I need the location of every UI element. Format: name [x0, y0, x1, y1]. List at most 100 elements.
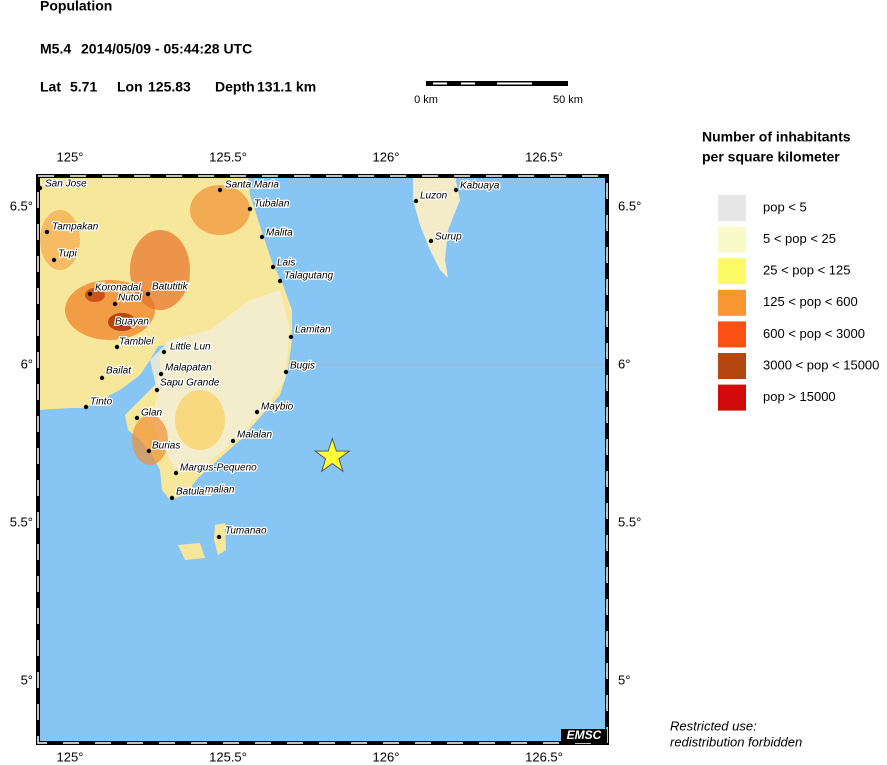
city-label: Lais	[277, 258, 295, 269]
city-dot	[51, 257, 57, 263]
scale-start: 0 km	[414, 94, 438, 106]
city-dot	[119, 321, 125, 327]
city-dot	[44, 229, 50, 235]
city-dot	[259, 234, 265, 240]
city-dot	[154, 387, 160, 393]
city-label: Batulaki	[176, 487, 212, 498]
city-label: Santa Maria	[225, 180, 279, 191]
city-dot	[217, 187, 223, 193]
title: Population	[40, 0, 112, 14]
epicenter	[313, 437, 351, 473]
city-dot	[428, 238, 434, 244]
city-label: Koronadal	[95, 283, 141, 294]
city-dot	[413, 198, 419, 204]
lon-tick-label: 125°	[57, 749, 84, 764]
datetime: 2014/05/09 - 05:44:28 UTC	[81, 41, 252, 57]
lat-tick-label: 5°	[21, 672, 33, 687]
lat-tick-label: 6.5°	[10, 198, 33, 213]
city-label: Surup	[435, 232, 462, 243]
scale-bar: 0 km 50 km	[414, 81, 583, 106]
map	[38, 176, 607, 743]
city-dot	[114, 344, 120, 350]
city-label: Batutitik	[152, 282, 189, 293]
lon-tick-label: 125.5°	[209, 749, 247, 764]
city-dot	[173, 470, 179, 476]
lon-tick-label: 126°	[373, 149, 400, 164]
city-dot	[161, 349, 167, 355]
city-dot	[87, 291, 93, 297]
city-label: Malita	[266, 228, 293, 239]
city-dot	[146, 448, 152, 454]
footer: redistribution forbidden	[670, 734, 802, 749]
city-label: San Jose	[45, 179, 87, 190]
city-label: Tumanao	[225, 526, 267, 537]
city-dot	[83, 404, 89, 410]
legend-swatch	[718, 353, 746, 379]
city-dot	[277, 278, 283, 284]
city-label: Sapu Grande	[160, 378, 220, 389]
city-dot	[254, 409, 260, 415]
legend-title: per square kilometer	[702, 149, 840, 165]
city-dot	[145, 291, 151, 297]
city-label: Glan	[141, 408, 163, 419]
city-label: Maybio	[261, 402, 294, 413]
city-label: Bailat	[106, 366, 132, 377]
lon-tick-label: 125.5°	[209, 149, 247, 164]
city-label: Nutol	[118, 293, 142, 304]
legend-label: pop < 5	[763, 199, 807, 214]
city-label: Kabuaya	[460, 181, 500, 192]
lat-tick-label: 6°	[618, 356, 630, 371]
depth-value: 131.1 km	[257, 79, 316, 95]
city-label: Tubalan	[254, 199, 290, 210]
legend-label: 5 < pop < 25	[763, 231, 836, 246]
lat-tick-label: 6°	[21, 356, 33, 371]
legend-swatch	[718, 289, 746, 316]
lat-tick-label: 5°	[618, 672, 630, 687]
legend-title: Number of inhabitants	[702, 129, 851, 145]
city-dot	[158, 371, 164, 377]
legend-label: pop > 15000	[763, 389, 836, 404]
logo-box	[561, 729, 607, 743]
legend-swatch	[718, 195, 746, 221]
city-label: Lamitan	[295, 325, 331, 336]
lat-tick-label: 6.5°	[618, 198, 641, 213]
city-label: Little Lun	[170, 342, 211, 353]
city-dot	[270, 264, 276, 270]
city-label: Malapatan	[165, 363, 212, 374]
lat-value: 5.71	[70, 79, 97, 95]
city-dot	[453, 187, 459, 193]
city-dot	[99, 375, 105, 381]
lat-tick-label: 5.5°	[618, 514, 641, 529]
map-frame-dash	[37, 175, 608, 744]
city-label: Talagutang	[284, 271, 334, 282]
city-label: Luzon	[420, 191, 448, 202]
city-dot	[134, 415, 140, 421]
city-label: Malalan	[237, 430, 272, 441]
city-label: Buayan	[115, 317, 149, 328]
legend-label: 600 < pop < 3000	[763, 326, 865, 341]
city-dot	[112, 301, 118, 307]
legend-label: 125 < pop < 600	[763, 294, 858, 309]
legend-swatch	[718, 384, 746, 411]
legend-swatch	[718, 226, 746, 253]
city-dot	[288, 334, 294, 340]
city-dot	[169, 495, 175, 501]
lon-tick-label: 126°	[373, 749, 400, 764]
lon-tick-label: 126.5°	[525, 149, 563, 164]
magnitude: M5.4	[40, 41, 71, 57]
city-label: Margus-Pequeno	[180, 463, 257, 474]
legend-swatch	[718, 258, 746, 285]
scale-end: 50 km	[553, 94, 583, 106]
lat-label: Lat	[40, 79, 61, 95]
city-label: Bugis	[290, 361, 315, 372]
footer: Restricted use:	[670, 718, 757, 733]
city-dot	[216, 534, 222, 540]
logo: EMSC	[567, 728, 602, 742]
city-label: Burias	[152, 441, 180, 452]
lat-tick-label: 5.5°	[10, 514, 33, 529]
legend-label: 25 < pop < 125	[763, 263, 850, 278]
legend-swatch	[718, 321, 746, 348]
city-label: Tampakan	[52, 222, 99, 233]
legend-label: 3000 < pop < 15000	[763, 357, 879, 372]
